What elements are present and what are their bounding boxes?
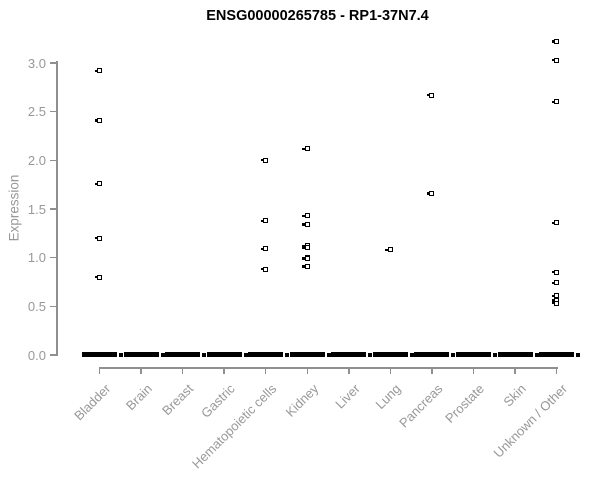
y-tick-label: 0.5 xyxy=(27,298,46,314)
zero-cluster-bar xyxy=(206,352,248,357)
x-axis-tick xyxy=(514,367,516,374)
x-tick-label: Skin xyxy=(500,381,529,410)
data-point xyxy=(426,190,435,196)
data-point xyxy=(260,246,269,252)
data-point xyxy=(302,263,310,269)
data-point xyxy=(551,280,560,286)
zero-cluster-bar xyxy=(455,352,497,357)
data-point xyxy=(260,266,269,272)
data-point xyxy=(426,92,435,98)
y-axis-tick xyxy=(50,110,56,113)
x-tick-label: Unknown / Other xyxy=(490,381,571,461)
x-axis-tick xyxy=(140,367,142,374)
data-point xyxy=(385,247,393,253)
y-axis-tick xyxy=(50,256,56,259)
y-axis-tick xyxy=(50,305,56,308)
x-tick-label: Breast xyxy=(159,381,197,419)
data-point xyxy=(94,235,102,241)
data-point xyxy=(94,117,102,123)
data-point xyxy=(551,293,560,299)
data-point xyxy=(94,274,102,280)
x-tick-label: Pancreas xyxy=(396,381,446,431)
x-axis-tick xyxy=(98,367,101,374)
x-tick-label: Bladder xyxy=(70,381,114,424)
y-tick-label: 1.0 xyxy=(27,250,46,266)
y-tick-label: 0.0 xyxy=(27,347,46,363)
zero-cluster-bar xyxy=(123,352,165,357)
x-tick-label: Brain xyxy=(122,381,155,414)
data-point xyxy=(551,220,560,226)
zero-cluster-bar xyxy=(372,352,414,357)
x-axis xyxy=(99,367,558,369)
data-point xyxy=(302,213,310,219)
zero-cluster-bar xyxy=(248,352,290,357)
zero-cluster-bar xyxy=(289,352,331,357)
x-axis-tick xyxy=(431,367,433,374)
zero-cluster-bar xyxy=(331,352,373,357)
y-tick-label: 2.5 xyxy=(27,104,46,120)
data-point xyxy=(551,269,560,275)
zero-cluster-bar xyxy=(414,352,456,357)
data-point xyxy=(302,222,310,228)
data-point xyxy=(94,181,102,187)
x-tick-label: Prostate xyxy=(442,381,488,426)
data-point xyxy=(302,146,310,152)
data-point xyxy=(551,99,560,105)
x-axis-tick xyxy=(306,367,308,374)
y-tick-label: 1.5 xyxy=(27,201,46,217)
y-axis-tick xyxy=(50,62,56,64)
data-point xyxy=(302,245,310,251)
y-tick-label: 3.0 xyxy=(27,55,46,71)
data-point xyxy=(94,68,102,74)
x-axis-tick xyxy=(348,367,350,374)
y-axis-tick xyxy=(50,354,56,356)
x-axis-tick xyxy=(181,367,184,374)
x-axis-tick xyxy=(555,367,558,374)
x-tick-label: Lung xyxy=(372,381,404,413)
x-tick-label: Kidney xyxy=(282,381,321,420)
y-tick-label: 2.0 xyxy=(27,152,46,168)
x-axis-tick xyxy=(389,367,392,374)
y-axis xyxy=(56,61,58,356)
data-point xyxy=(551,57,560,63)
data-point xyxy=(551,39,560,45)
data-point xyxy=(302,256,310,262)
data-point xyxy=(551,300,560,306)
x-tick-label: Liver xyxy=(331,381,363,412)
zero-cluster-bar xyxy=(165,352,207,357)
data-point xyxy=(260,157,269,163)
y-axis-tick xyxy=(50,208,56,210)
zero-cluster-bar xyxy=(497,352,539,357)
zero-cluster-bar xyxy=(539,352,581,357)
x-axis-tick xyxy=(264,367,267,374)
chart-title: ENSG00000265785 - RP1-37N7.4 xyxy=(206,8,429,24)
x-axis-tick xyxy=(223,367,225,374)
x-axis-tick xyxy=(472,367,475,374)
zero-cluster-bar xyxy=(82,352,123,357)
x-tick-label: Gastric xyxy=(198,381,238,421)
data-point xyxy=(260,218,269,224)
y-axis-tick xyxy=(50,159,56,162)
